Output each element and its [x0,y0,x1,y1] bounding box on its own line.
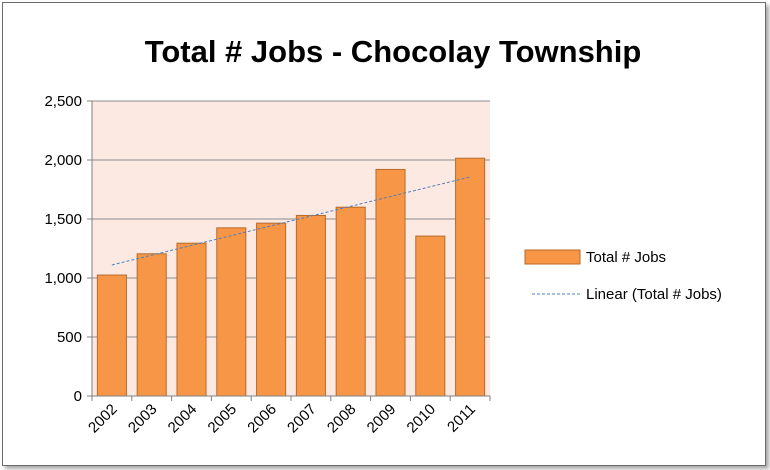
y-tick-label: 500 [57,329,82,346]
x-tick-label: 2006 [244,401,280,437]
x-tick-label: 2010 [404,401,440,437]
bar [176,242,207,397]
bar [455,157,486,397]
bar [256,222,287,397]
bar [136,253,167,397]
x-tick-label: 2008 [324,401,360,437]
chart-title: Total # Jobs - Chocolay Township [145,34,642,69]
axes [87,100,491,401]
x-tick-label: 2011 [444,401,479,436]
bar [415,235,446,397]
legend-label-bars: Total # Jobs [586,249,666,266]
bar-series [96,157,486,397]
y-tick-label: 1,500 [44,211,82,228]
x-tick-label: 2002 [85,401,121,437]
bar [295,214,326,397]
legend-swatch-bars [524,249,581,265]
trendline [111,176,471,266]
y-tick-label: 2,500 [44,93,82,110]
y-tick-label: 0 [74,388,82,405]
x-tick-label: 2003 [125,401,161,437]
y-tick-label: 1,000 [44,270,82,287]
x-tick-label: 2005 [205,401,241,437]
bar [335,206,366,397]
trendline-group [111,176,471,266]
bar [96,274,127,397]
bar [216,227,247,397]
legend-label-trend: Linear (Total # Jobs) [586,286,722,303]
x-tick-label: 2009 [364,401,400,437]
x-tick-label: 2004 [165,401,201,437]
bar [375,168,406,397]
y-tick-labels: 0 500 1,000 1,500 2,000 2,500 [44,93,82,405]
x-tick-label: 2007 [284,401,320,437]
legend: Total # Jobs Linear (Total # Jobs) [524,249,722,303]
x-tick-labels: 2002 2003 2004 2005 2006 2007 2008 2009 2010 2011 [85,401,479,437]
y-tick-label: 2,000 [44,152,82,169]
